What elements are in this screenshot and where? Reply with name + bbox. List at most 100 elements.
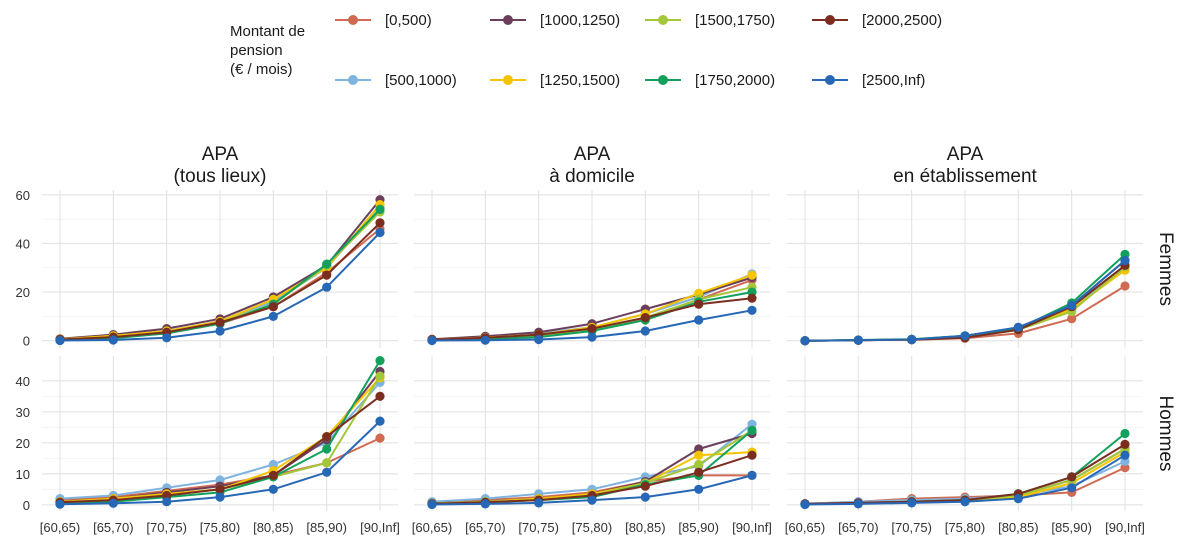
facet-panel: 0 10 20 30 40 [60,65) [65,70) [70,75) [75,80) [80… bbox=[16, 356, 400, 535]
data-point bbox=[322, 259, 332, 269]
facet-column-title: APA bbox=[947, 144, 984, 165]
data-point bbox=[534, 334, 544, 345]
data-point bbox=[800, 336, 810, 346]
legend-label: [1250,1500) bbox=[540, 72, 620, 89]
data-point bbox=[375, 416, 385, 426]
data-point bbox=[55, 499, 65, 509]
data-point bbox=[1120, 450, 1130, 460]
data-point bbox=[375, 433, 385, 443]
data-point bbox=[55, 335, 65, 346]
data-point bbox=[1120, 428, 1130, 439]
y-tick-label: 40 bbox=[16, 374, 30, 389]
legend-label: [500,1000) bbox=[385, 72, 457, 89]
facet-panel bbox=[787, 190, 1143, 348]
data-point bbox=[747, 450, 757, 460]
data-point bbox=[747, 470, 757, 480]
x-tick-label: [80,85) bbox=[253, 520, 293, 535]
legend-entry: [1750,2000) bbox=[645, 72, 775, 89]
facet-panel: [60,65) [65,70) [70,75) [75,80) [80,85) [85,9… bbox=[412, 356, 772, 535]
x-tick-label: [85,90) bbox=[306, 520, 346, 535]
legend-key-point bbox=[658, 75, 668, 85]
legend-key-point bbox=[348, 15, 358, 25]
data-point bbox=[108, 335, 118, 345]
data-point bbox=[427, 335, 437, 346]
data-point bbox=[322, 444, 332, 454]
data-point bbox=[322, 282, 332, 292]
data-point bbox=[1067, 483, 1077, 493]
data-point bbox=[1067, 472, 1077, 482]
data-point bbox=[747, 270, 757, 280]
data-point bbox=[694, 315, 704, 325]
y-tick-label: 30 bbox=[16, 405, 30, 420]
x-tick-label: [65,70) bbox=[838, 520, 878, 535]
data-point bbox=[960, 497, 970, 507]
data-point bbox=[907, 498, 917, 508]
legend-key-point bbox=[825, 75, 835, 85]
data-point bbox=[640, 326, 650, 336]
data-point bbox=[960, 331, 970, 341]
legend-key-point bbox=[503, 75, 513, 85]
facet-panel: [60,65) [65,70) [70,75) [75,80) [80,85) [85,9… bbox=[785, 356, 1145, 535]
data-point bbox=[375, 204, 385, 214]
y-tick-label: 60 bbox=[16, 188, 30, 203]
data-point bbox=[1013, 494, 1023, 504]
data-point bbox=[694, 459, 704, 470]
legend-label: [0,500) bbox=[385, 12, 432, 29]
x-tick-label: [65,70) bbox=[465, 520, 505, 535]
data-point bbox=[322, 458, 332, 468]
data-point bbox=[694, 299, 704, 309]
data-point bbox=[640, 492, 650, 502]
data-point bbox=[587, 324, 597, 334]
data-point bbox=[268, 302, 278, 312]
data-point bbox=[587, 495, 597, 505]
legend-entry: [1250,1500) bbox=[490, 72, 620, 89]
facet-panel: 0 20 40 60 bbox=[16, 188, 398, 349]
x-tick-label: [85,90) bbox=[678, 520, 718, 535]
legend-label: [1750,2000) bbox=[695, 72, 775, 89]
data-point bbox=[1120, 439, 1130, 449]
facet-column-title: à domicile bbox=[549, 166, 635, 187]
facet-row-label: Hommes bbox=[1155, 395, 1176, 471]
data-point bbox=[375, 371, 385, 381]
legend-entry: [1000,1250) bbox=[490, 12, 620, 29]
data-point bbox=[215, 484, 225, 494]
legend: Montant de pension (€ / mois) [0,500) [50… bbox=[230, 12, 942, 89]
data-point bbox=[1120, 255, 1130, 266]
x-tick-label: [70,75) bbox=[518, 520, 558, 535]
facet-column-title: (tous lieux) bbox=[174, 166, 267, 187]
data-point bbox=[375, 218, 385, 228]
x-tick-label: [85,90) bbox=[1051, 520, 1091, 535]
data-point bbox=[1120, 281, 1130, 291]
data-point bbox=[747, 425, 757, 435]
legend-title-line-2: pension bbox=[230, 42, 283, 59]
y-tick-label: 10 bbox=[16, 467, 30, 482]
legend-entry: [0,500) bbox=[335, 12, 432, 29]
data-point bbox=[375, 227, 385, 238]
x-tick-label: [90,Inf] bbox=[732, 520, 772, 535]
y-tick-label: 0 bbox=[23, 334, 30, 349]
x-tick-label: [70,75) bbox=[146, 520, 186, 535]
data-point bbox=[907, 334, 917, 345]
legend-key-point bbox=[503, 15, 513, 25]
data-point bbox=[322, 432, 332, 442]
data-point bbox=[268, 311, 278, 321]
x-tick-label: [75,80) bbox=[200, 520, 240, 535]
data-point bbox=[215, 317, 225, 328]
data-point bbox=[268, 470, 278, 480]
legend-key-point bbox=[348, 75, 358, 85]
facet-column-title: en établissement bbox=[893, 166, 1037, 187]
data-point bbox=[268, 484, 278, 494]
y-tick-label: 20 bbox=[16, 436, 30, 451]
data-point bbox=[215, 326, 225, 336]
legend-entry: [1500,1750) bbox=[645, 12, 775, 29]
data-point bbox=[694, 450, 704, 460]
data-point bbox=[694, 484, 704, 494]
data-point bbox=[640, 481, 650, 491]
legend-entry: [2000,2500) bbox=[812, 12, 942, 29]
legend-entry: [500,1000) bbox=[335, 72, 457, 89]
data-point bbox=[587, 332, 597, 342]
legend-label: [2000,2500) bbox=[862, 12, 942, 29]
data-point bbox=[480, 499, 490, 509]
y-tick-label: 0 bbox=[23, 498, 30, 513]
